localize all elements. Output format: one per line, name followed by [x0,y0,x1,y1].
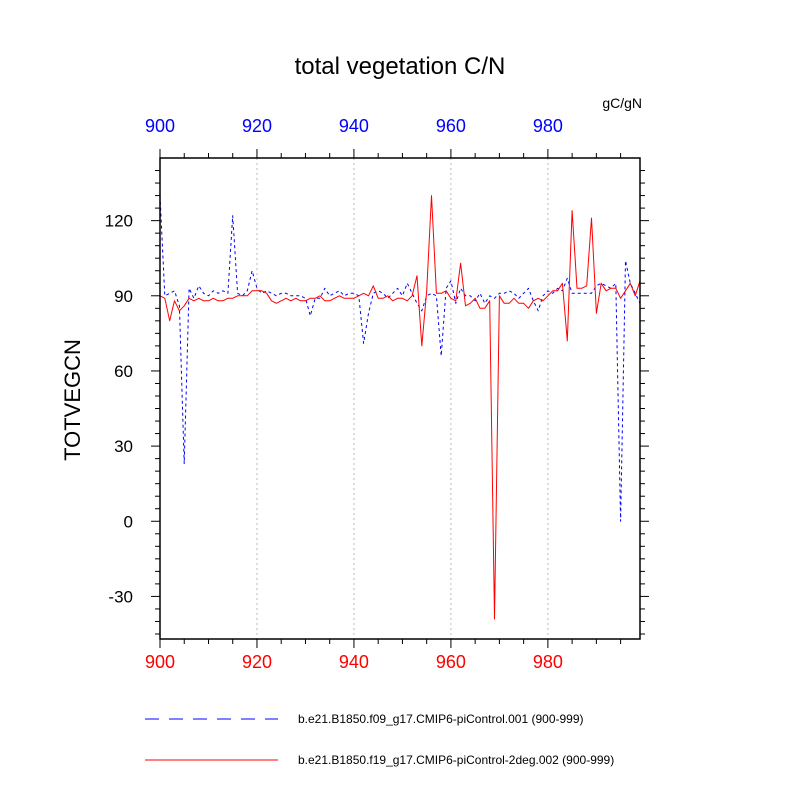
tick-labels: 900 900 920 920 940 940 960 960 980 980 -30 0 30 60 90… [105,116,563,672]
x-tick-label-bottom: 980 [533,652,563,672]
y-tick-label: 30 [114,437,133,456]
x-tick-label-top: 900 [145,116,175,136]
x-tick-label-bottom: 900 [145,652,175,672]
x-tick-label-bottom: 920 [242,652,272,672]
legend-label-series-2: b.e21.B1850.f19_g17.CMIP6-piControl-2deg… [298,753,614,767]
y-tick-label: 60 [114,362,133,381]
grid-lines [256,158,549,639]
y-tick-label: 0 [124,512,133,531]
x-tick-label-top: 940 [339,116,369,136]
y-tick-label: -30 [108,587,133,606]
series-line-1 [159,195,641,522]
y-tick-label: 120 [105,212,133,231]
y-tick-label: 90 [114,287,133,306]
units-label: gC/gN [602,95,642,111]
x-tick-label-bottom: 940 [339,652,369,672]
y-axis-label: TOTVEGCN [60,339,85,461]
x-tick-label-top: 920 [242,116,272,136]
series-lines [159,195,641,620]
series-line-2 [159,195,641,620]
x-tick-label-top: 980 [533,116,563,136]
legend-label-series-1: b.e21.B1850.f09_g17.CMIP6-piControl.001 … [298,712,584,726]
chart-title: total vegetation C/N [295,53,506,80]
plot-frame [159,157,641,640]
x-tick-label-bottom: 960 [436,652,466,672]
x-tick-label-top: 960 [436,116,466,136]
legend: b.e21.B1850.f09_g17.CMIP6-piControl.001 … [145,712,614,767]
axis-ticks [151,149,649,648]
